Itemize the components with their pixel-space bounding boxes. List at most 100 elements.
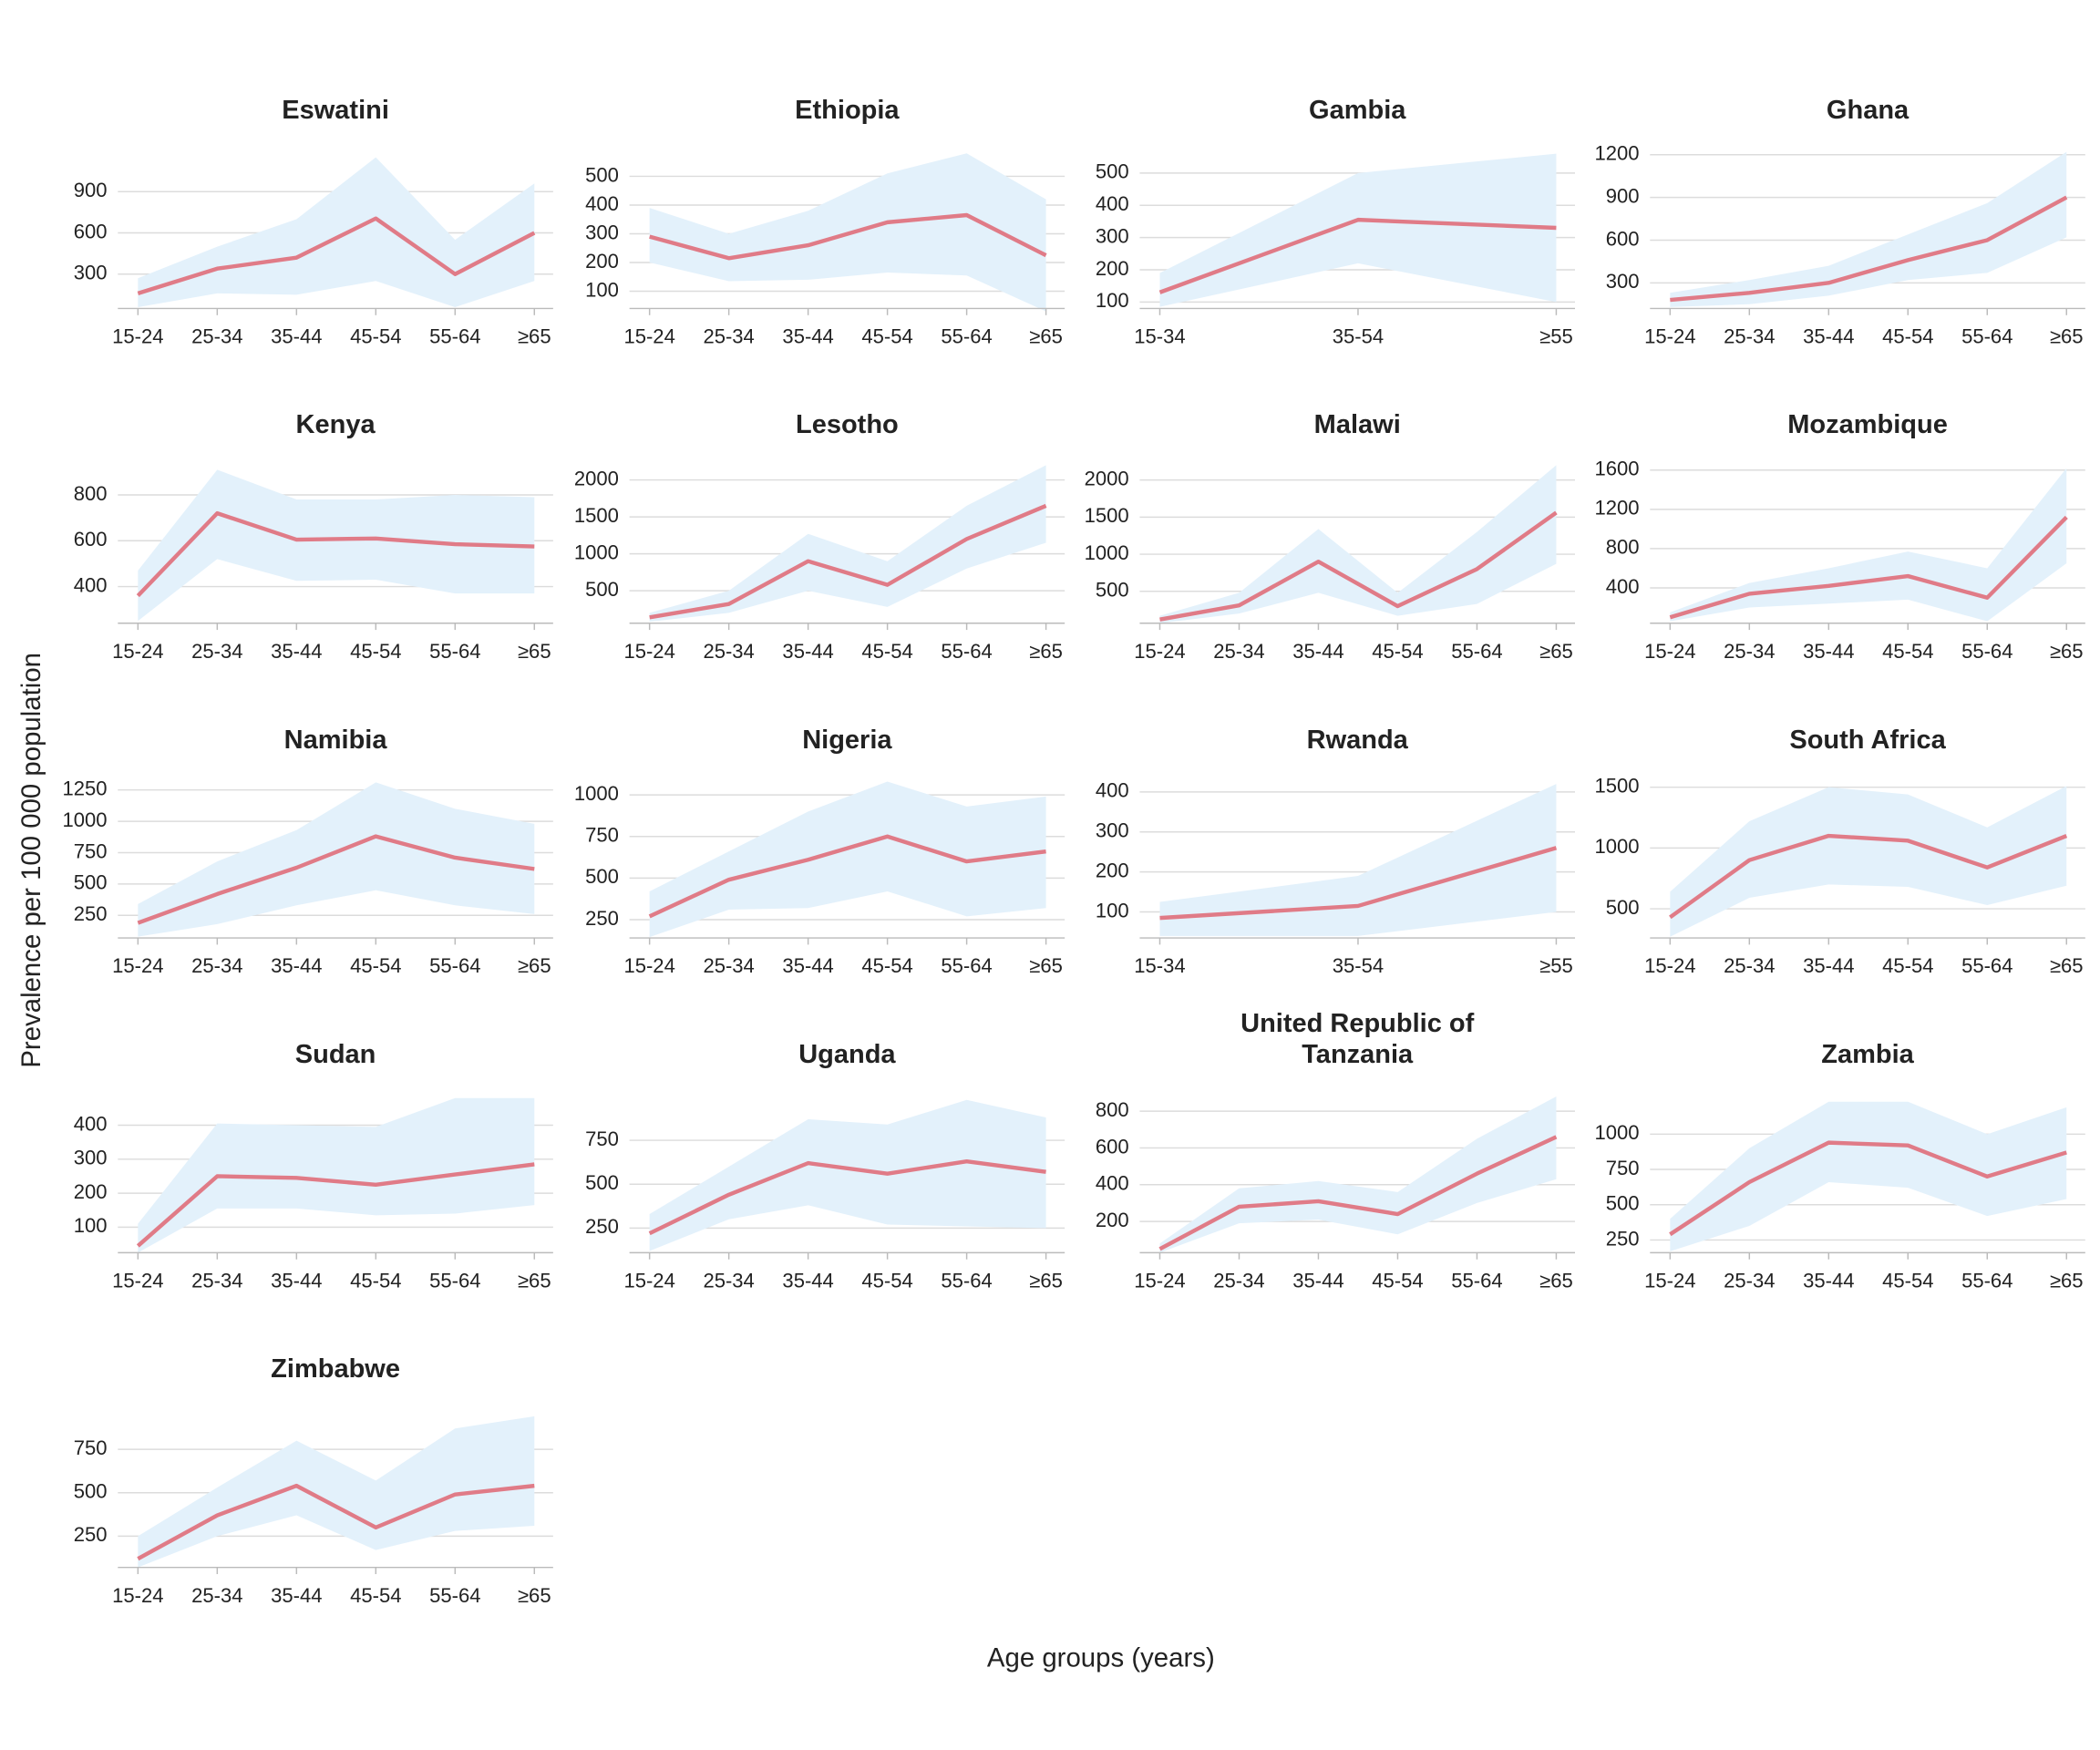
x-tick-label: 25-34	[703, 954, 754, 977]
panel-title: Mozambique	[1787, 410, 1948, 440]
estimate-line	[1669, 1140, 2067, 1237]
x-tick-label: 15-24	[1644, 1270, 1695, 1292]
x-tick-label: 45-54	[861, 325, 912, 348]
y-tick-label: 500	[74, 1480, 108, 1503]
panel-title: Sudan	[294, 1040, 376, 1070]
y-tick-label: 750	[1606, 1157, 1640, 1179]
panel-title: South Africa	[1789, 725, 1946, 755]
x-tick-label: 15-34	[1134, 325, 1185, 348]
x-tick-label: 15-34	[1134, 954, 1185, 977]
x-tick-label: 55-64	[1961, 325, 2012, 348]
x-tick-label: 45-54	[350, 640, 401, 663]
x-tick-label: 15-24	[112, 954, 163, 977]
x-tick-label: ≥65	[1539, 1270, 1573, 1292]
x-tick-label: 45-54	[861, 640, 912, 663]
x-tick-label: 25-34	[1724, 954, 1775, 977]
x-tick-label: 35-54	[1333, 954, 1384, 977]
y-tick-label: 1200	[1595, 497, 1640, 520]
x-tick-label: 35-44	[1292, 640, 1343, 663]
estimate-line	[1158, 217, 1557, 294]
confidence-band	[1670, 151, 2067, 307]
x-tick-label: 15-24	[1644, 954, 1695, 977]
x-tick-label: 25-34	[191, 1584, 242, 1607]
y-tick-label: 200	[74, 1180, 108, 1203]
y-tick-label: 1000	[574, 782, 619, 805]
confidence-band	[1159, 1096, 1557, 1253]
panel-title: Eswatini	[282, 96, 389, 126]
x-tick-label: ≥65	[518, 954, 551, 977]
y-tick-label: 500	[1606, 1192, 1640, 1215]
x-tick-label: 25-34	[1724, 640, 1775, 663]
y-tick-label: 250	[74, 902, 108, 925]
y-tick-label: 300	[74, 262, 108, 284]
y-tick-label: 1200	[1595, 142, 1640, 165]
y-tick-label: 500	[585, 163, 619, 186]
x-tick-label: ≥65	[2050, 1270, 2084, 1292]
y-tick-label: 200	[1096, 859, 1129, 881]
x-tick-label: 35-44	[1292, 1270, 1343, 1292]
panel-title: Gambia	[1309, 96, 1406, 126]
y-tick-label: 800	[74, 482, 108, 505]
y-tick-label: 2000	[574, 467, 619, 489]
y-tick-label: 1000	[1595, 1121, 1640, 1144]
x-tick-label: 25-34	[1724, 1270, 1775, 1292]
confidence-band	[138, 1097, 535, 1253]
y-tick-label: 300	[1096, 819, 1129, 842]
x-tick-label: 45-54	[350, 325, 401, 348]
x-tick-label: 15-24	[623, 954, 674, 977]
x-tick-label: ≥65	[2050, 640, 2084, 663]
y-tick-label: 300	[74, 1147, 108, 1169]
panel-title: Uganda	[798, 1040, 896, 1070]
x-tick-label: 45-54	[1372, 640, 1423, 663]
estimate-line	[648, 1158, 1046, 1236]
x-tick-label: ≥65	[518, 1584, 551, 1607]
y-tick-label: 250	[1606, 1227, 1640, 1250]
x-tick-label: 35-44	[782, 954, 833, 977]
y-tick-label: 750	[74, 839, 108, 862]
y-tick-label: 400	[585, 192, 619, 215]
y-tick-label: 1000	[574, 540, 619, 563]
x-tick-label: 35-44	[271, 1270, 322, 1292]
x-tick-label: ≥55	[1539, 325, 1573, 348]
x-tick-label: 25-34	[1724, 325, 1775, 348]
x-tick-label: 15-24	[112, 325, 163, 348]
x-tick-label: 45-54	[1882, 954, 1933, 977]
x-tick-label: ≥65	[2050, 954, 2084, 977]
x-tick-label: ≥55	[1539, 954, 1573, 977]
y-tick-label: 2000	[1085, 467, 1129, 489]
y-tick-label: 800	[1606, 536, 1640, 559]
confidence-band	[649, 781, 1046, 938]
x-tick-label: ≥65	[1029, 954, 1063, 977]
x-tick-label: ≥65	[518, 1270, 551, 1292]
estimate-line	[1669, 515, 2068, 620]
confidence-band	[649, 465, 1046, 623]
panel-title: Kenya	[295, 410, 376, 440]
y-tick-label: 400	[1606, 575, 1640, 598]
y-tick-label: 750	[585, 1127, 619, 1150]
y-tick-label: 250	[74, 1523, 108, 1546]
x-tick-label: ≥65	[518, 325, 551, 348]
x-tick-label: 15-24	[623, 325, 674, 348]
x-tick-label: 15-24	[112, 1584, 163, 1607]
x-tick-label: 25-34	[191, 640, 242, 663]
confidence-band	[1159, 153, 1557, 307]
x-tick-label: 35-44	[782, 640, 833, 663]
x-tick-label: 15-24	[1644, 640, 1695, 663]
x-tick-label: ≥65	[518, 640, 551, 663]
estimate-line	[1670, 195, 2068, 303]
x-tick-label: 15-24	[1644, 325, 1695, 348]
estimate-line	[136, 510, 535, 598]
x-tick-label: 55-64	[941, 1270, 992, 1292]
x-tick-label: 55-64	[1451, 640, 1502, 663]
y-tick-label: 1500	[1085, 504, 1129, 527]
x-tick-label: 45-54	[350, 1270, 401, 1292]
y-tick-label: 300	[1606, 270, 1640, 293]
y-tick-label: 1250	[63, 777, 108, 800]
x-tick-label: ≥65	[1029, 640, 1063, 663]
y-tick-label: 1600	[1595, 458, 1640, 480]
panel-title: Ghana	[1826, 96, 1910, 126]
confidence-band	[1670, 786, 2067, 937]
x-tick-label: 35-44	[271, 1584, 322, 1607]
x-tick-label: 25-34	[191, 954, 242, 977]
x-tick-label: 35-44	[271, 954, 322, 977]
